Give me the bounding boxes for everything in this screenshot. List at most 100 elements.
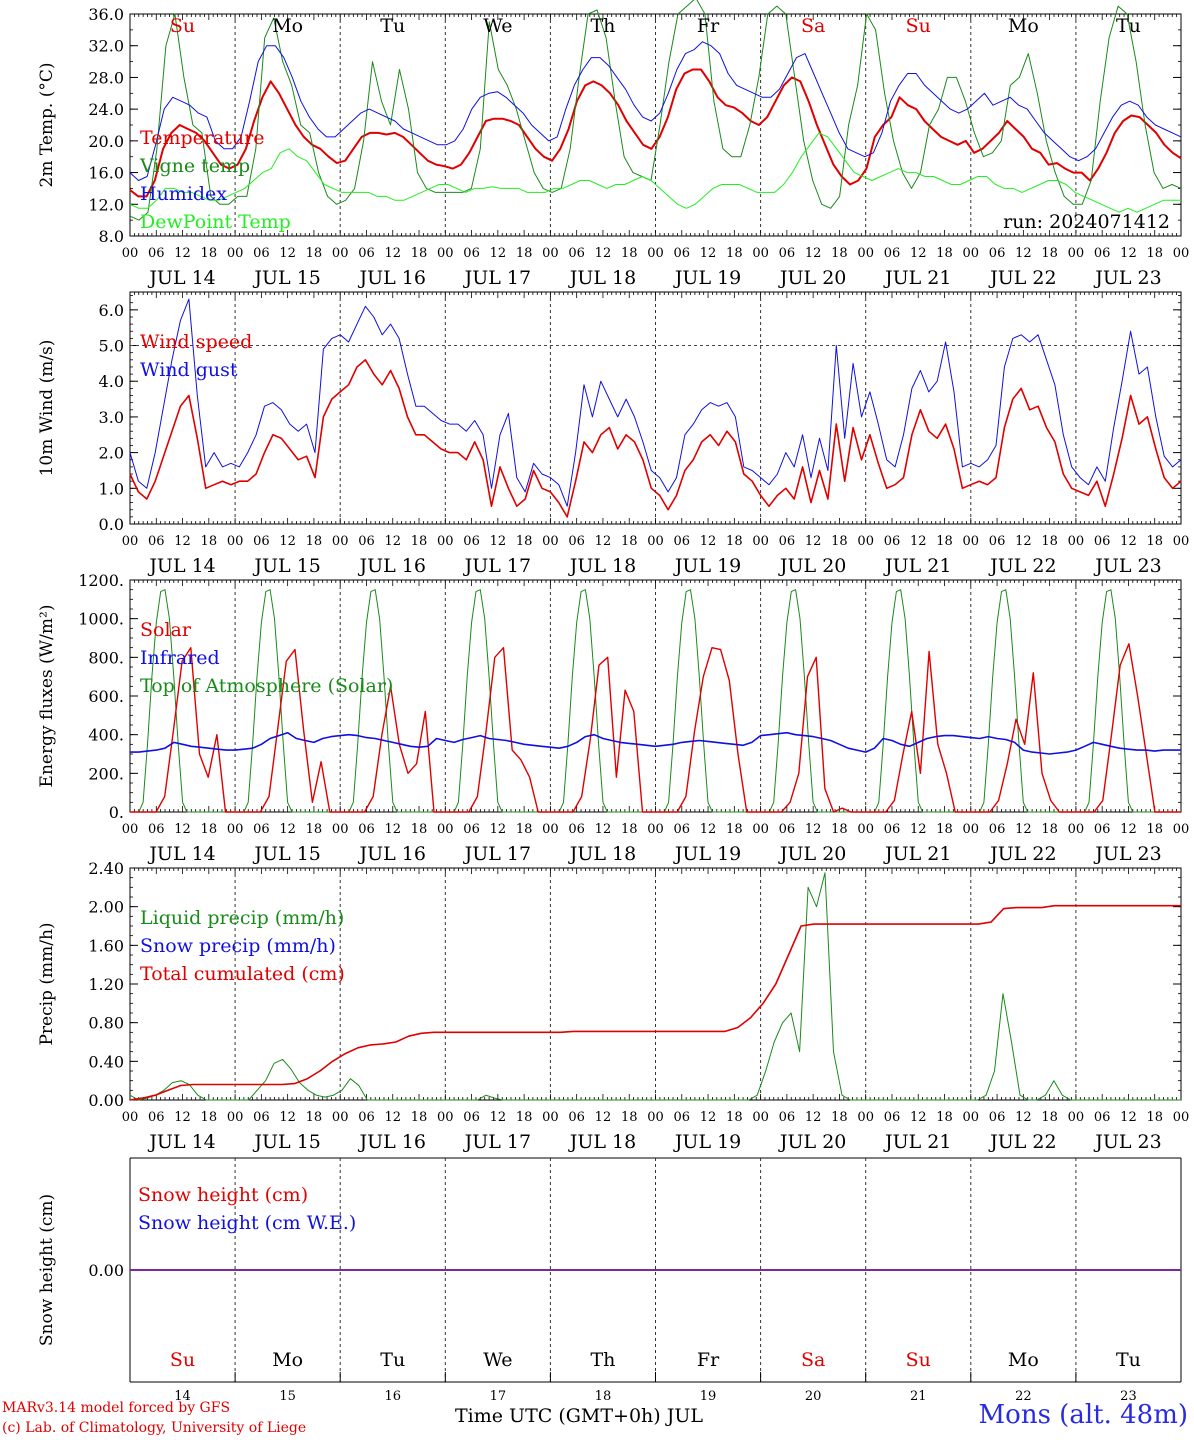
hour-tick-label: 06 [148,534,165,549]
date-label: JUL 20 [778,1131,846,1153]
hour-tick-label: 12 [700,246,717,261]
hour-tick-label: 18 [831,534,848,549]
hour-tick-label: 00 [227,534,244,549]
y-axis-label: Snow height (cm) [37,1194,57,1346]
hour-tick-label: 06 [779,1110,796,1125]
date-label: JUL 21 [883,843,951,865]
hour-tick-label: 12 [1120,822,1137,837]
hour-tick-label: 06 [358,822,375,837]
hour-tick-label: 12 [279,1110,296,1125]
hour-tick-label: 00 [963,246,980,261]
date-label: JUL 22 [988,843,1056,865]
weekday-label: Tu [1116,15,1141,37]
hour-tick-label: 18 [831,246,848,261]
hour-tick-label: 06 [884,1110,901,1125]
series-line [129,298,1182,507]
legend-entry: Temperature [140,127,264,149]
hour-tick-label: 12 [595,246,612,261]
hour-tick-label: 12 [384,822,401,837]
series-line [130,643,1181,813]
hour-tick-label: 12 [1015,1110,1032,1125]
hour-tick-label: 06 [674,1110,691,1125]
weekday-label: Mo [272,1349,303,1371]
date-label: JUL 15 [252,555,320,577]
weekday-label: Mo [1008,1349,1039,1371]
date-label: JUL 22 [988,555,1056,577]
legend-entry: Snow height (cm) [138,1184,308,1206]
hour-tick-label: 00 [227,246,244,261]
hour-tick-label: 12 [490,822,507,837]
hour-tick-label: 00 [752,822,769,837]
hour-tick-label: 00 [122,822,139,837]
hour-tick-label: 18 [201,534,218,549]
date-label: JUL 20 [778,843,846,865]
hour-tick-label: 18 [411,246,428,261]
date-label: JUL 21 [883,267,951,289]
hour-tick-label: 00 [647,246,664,261]
date-label: JUL 19 [673,843,741,865]
hour-tick-label: 00 [857,822,874,837]
y-tick-label: 4.0 [99,372,124,391]
y-tick-label: 1000. [78,610,124,629]
hour-tick-label: 06 [253,246,270,261]
hour-tick-label: 00 [437,534,454,549]
hour-tick-label: 12 [910,534,927,549]
hour-tick-label: 00 [647,822,664,837]
y-tick-label: 0.00 [88,1091,124,1110]
hour-tick-label: 18 [726,1110,743,1125]
day-number-label: 18 [595,1389,612,1404]
y-tick-label: 1.20 [88,975,124,994]
hour-tick-label: 18 [936,246,953,261]
hour-tick-label: 12 [1120,534,1137,549]
y-tick-label: 1.0 [99,479,124,498]
hour-tick-label: 12 [910,246,927,261]
model-credit: MARv3.14 model forced by GFS [2,1400,231,1416]
hour-tick-label: 00 [122,534,139,549]
series-line [129,0,1182,221]
weekday-label: Su [906,15,931,37]
station-name: Mons (alt. 48m) [978,1400,1188,1430]
hour-tick-label: 12 [700,1110,717,1125]
day-number-label: 14 [174,1389,191,1404]
date-label: JUL 23 [1093,1131,1161,1153]
y-axis-label: Precip (mm/h) [37,922,57,1045]
hour-tick-label: 00 [963,534,980,549]
hour-tick-label: 00 [227,822,244,837]
weekday-label: Fr [697,1349,720,1371]
run-label: run: 2024071412 [1003,211,1170,233]
y-tick-label: 8.0 [99,227,124,246]
hour-tick-label: 18 [831,822,848,837]
legend-entry: Liquid precip (mm/h) [140,907,344,929]
y-tick-label: 0.00 [88,1261,124,1280]
hour-tick-label: 06 [1094,246,1111,261]
weekday-label: Su [170,1349,195,1371]
hour-tick-label: 12 [490,1110,507,1125]
hour-tick-label: 06 [674,246,691,261]
y-tick-label: 6.0 [99,301,124,320]
day-number-label: 15 [279,1389,296,1404]
hour-tick-label: 12 [174,1110,191,1125]
y-tick-label: 0.0 [99,515,124,534]
day-number-label: 16 [384,1389,401,1404]
hour-tick-label: 18 [621,822,638,837]
hour-tick-label: 00 [227,1110,244,1125]
y-tick-label: 1200. [78,571,124,590]
day-number-label: 20 [805,1389,822,1404]
weekday-label: Sa [801,15,825,37]
hour-tick-label: 06 [148,246,165,261]
legend-entry: Infrared [140,647,220,669]
hour-tick-label: 12 [700,822,717,837]
hour-tick-label: 00 [857,1110,874,1125]
day-number-label: 22 [1015,1389,1032,1404]
weekday-label: Su [906,1349,931,1371]
hour-tick-label: 18 [411,1110,428,1125]
hour-tick-label: 18 [201,246,218,261]
day-number-label: 19 [700,1389,717,1404]
hour-tick-label: 06 [779,246,796,261]
date-label: JUL 16 [358,555,426,577]
hour-tick-label: 06 [674,534,691,549]
y-tick-label: 12.0 [88,195,124,214]
hour-tick-label: 12 [279,246,296,261]
date-label: JUL 18 [568,267,636,289]
hour-tick-label: 06 [884,534,901,549]
